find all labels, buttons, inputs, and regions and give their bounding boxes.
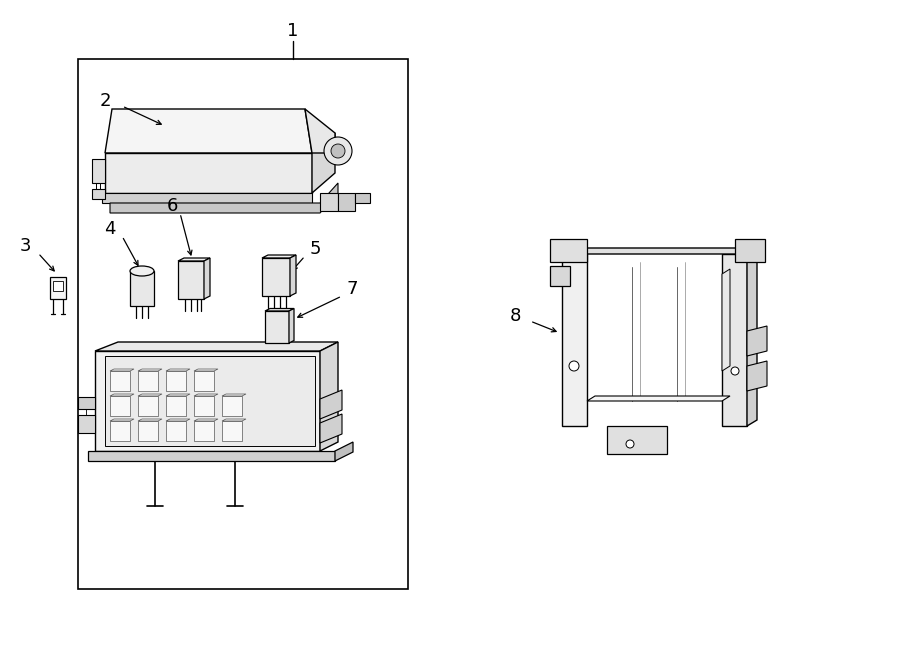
Polygon shape (320, 414, 342, 443)
Polygon shape (166, 369, 190, 371)
Polygon shape (747, 248, 757, 426)
Polygon shape (138, 394, 162, 396)
Polygon shape (105, 109, 312, 153)
Polygon shape (722, 254, 747, 426)
Polygon shape (92, 159, 105, 183)
Polygon shape (722, 269, 730, 371)
Polygon shape (78, 415, 95, 433)
Polygon shape (194, 419, 218, 421)
Circle shape (569, 361, 579, 371)
Circle shape (626, 440, 634, 448)
Text: 4: 4 (104, 220, 116, 238)
Polygon shape (178, 258, 210, 261)
Polygon shape (204, 258, 210, 299)
Polygon shape (105, 356, 315, 446)
Polygon shape (335, 442, 353, 461)
Text: 6: 6 (166, 197, 177, 215)
Polygon shape (138, 396, 158, 416)
Polygon shape (92, 189, 105, 199)
Polygon shape (320, 390, 342, 419)
Polygon shape (747, 361, 767, 391)
Polygon shape (194, 369, 218, 371)
Text: 2: 2 (99, 92, 111, 110)
Polygon shape (110, 419, 134, 421)
Circle shape (331, 144, 345, 158)
Polygon shape (166, 394, 190, 396)
Text: 7: 7 (346, 280, 358, 298)
Polygon shape (290, 255, 296, 296)
Text: 1: 1 (287, 22, 299, 40)
Polygon shape (110, 396, 130, 416)
Polygon shape (138, 419, 162, 421)
Polygon shape (138, 421, 158, 441)
Polygon shape (265, 309, 294, 311)
Polygon shape (262, 258, 290, 296)
Polygon shape (50, 277, 66, 299)
Text: 5: 5 (310, 240, 320, 258)
Polygon shape (289, 309, 294, 343)
Polygon shape (735, 239, 765, 262)
Polygon shape (222, 396, 242, 416)
Polygon shape (262, 255, 296, 258)
Polygon shape (105, 153, 312, 193)
Polygon shape (562, 254, 587, 426)
Polygon shape (320, 193, 338, 211)
Polygon shape (102, 193, 312, 203)
Polygon shape (138, 369, 162, 371)
Polygon shape (222, 394, 246, 396)
Bar (78, 59, 408, 589)
Polygon shape (138, 371, 158, 391)
Polygon shape (338, 193, 355, 211)
Polygon shape (194, 421, 214, 441)
Polygon shape (194, 394, 218, 396)
Polygon shape (110, 369, 134, 371)
Polygon shape (88, 451, 335, 461)
Circle shape (731, 367, 739, 375)
Polygon shape (194, 371, 214, 391)
Text: 3: 3 (19, 237, 31, 255)
Polygon shape (194, 396, 214, 416)
Polygon shape (166, 371, 186, 391)
Polygon shape (562, 248, 757, 254)
Polygon shape (166, 421, 186, 441)
Polygon shape (747, 326, 767, 356)
Polygon shape (355, 193, 370, 203)
Polygon shape (265, 311, 289, 343)
Polygon shape (110, 421, 130, 441)
Polygon shape (312, 133, 335, 193)
Polygon shape (166, 419, 190, 421)
Ellipse shape (130, 266, 154, 276)
Circle shape (324, 137, 352, 165)
Polygon shape (110, 394, 134, 396)
Polygon shape (78, 397, 95, 409)
Polygon shape (166, 396, 186, 416)
Polygon shape (320, 342, 338, 451)
Polygon shape (95, 351, 320, 451)
Text: 8: 8 (509, 307, 521, 325)
Bar (53, 281, 63, 291)
Polygon shape (305, 109, 335, 153)
Polygon shape (95, 342, 338, 351)
Polygon shape (178, 261, 204, 299)
Polygon shape (130, 271, 154, 306)
Polygon shape (550, 239, 587, 262)
Polygon shape (222, 419, 246, 421)
Polygon shape (222, 421, 242, 441)
Polygon shape (550, 266, 570, 286)
Polygon shape (110, 371, 130, 391)
Polygon shape (110, 183, 338, 213)
Polygon shape (607, 426, 667, 454)
Polygon shape (587, 396, 730, 401)
